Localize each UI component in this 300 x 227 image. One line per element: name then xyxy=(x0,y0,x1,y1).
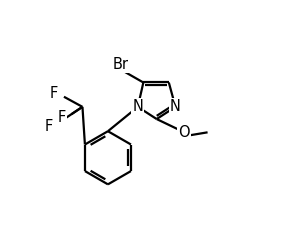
Text: F: F xyxy=(44,119,52,134)
Text: F: F xyxy=(50,86,58,101)
Text: N: N xyxy=(132,99,143,114)
Text: F: F xyxy=(58,110,66,126)
Text: O: O xyxy=(178,125,190,140)
Text: N: N xyxy=(170,99,181,114)
Text: Br: Br xyxy=(112,57,128,72)
